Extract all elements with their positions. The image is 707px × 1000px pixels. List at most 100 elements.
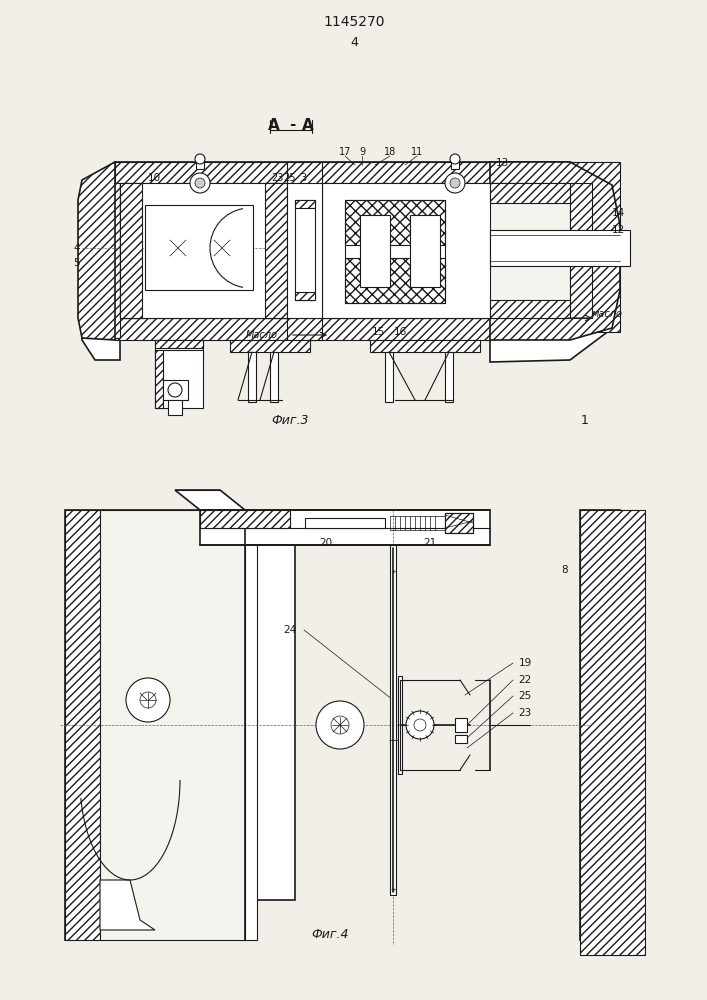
Bar [155, 350, 203, 408]
Bar [265, 183, 287, 318]
Circle shape [126, 678, 170, 722]
Text: 25: 25 [283, 173, 296, 183]
Text: Масло: Масло [246, 330, 278, 340]
Bar [270, 352, 278, 402]
Bar [120, 183, 142, 318]
Bar [287, 183, 322, 318]
Circle shape [406, 711, 434, 739]
Bar [568, 162, 620, 332]
Bar [155, 350, 163, 408]
Text: 25: 25 [518, 691, 532, 701]
Text: -: - [289, 117, 296, 132]
Polygon shape [175, 490, 245, 510]
Circle shape [150, 220, 206, 276]
Bar [455, 735, 467, 743]
Bar [490, 230, 630, 266]
Bar [287, 318, 322, 340]
Bar [230, 340, 310, 352]
Circle shape [190, 173, 210, 193]
Polygon shape [65, 510, 295, 940]
Text: 20: 20 [320, 538, 332, 548]
Bar [287, 162, 322, 184]
Bar [168, 400, 182, 415]
Text: А: А [302, 117, 314, 132]
Text: 5: 5 [74, 258, 81, 268]
Bar [295, 200, 315, 208]
Text: 23: 23 [518, 708, 532, 718]
Text: масло: масло [592, 309, 622, 319]
Polygon shape [580, 510, 645, 955]
Bar [100, 510, 245, 940]
Bar [145, 205, 253, 290]
Bar [295, 200, 315, 300]
Text: 19: 19 [518, 658, 532, 668]
Text: 13: 13 [496, 158, 508, 168]
Bar [410, 215, 440, 287]
Bar [305, 518, 385, 528]
Text: 15: 15 [371, 327, 385, 337]
Circle shape [445, 173, 465, 193]
Text: 11: 11 [411, 147, 423, 157]
Text: 21: 21 [423, 538, 437, 548]
Bar [163, 380, 188, 400]
Bar [390, 545, 396, 895]
Circle shape [195, 154, 205, 164]
Bar [455, 718, 467, 732]
Bar [155, 340, 203, 348]
Text: 4: 4 [74, 243, 81, 253]
Polygon shape [82, 162, 618, 362]
Text: 24: 24 [284, 625, 297, 635]
Text: +: + [390, 569, 396, 575]
Text: 22: 22 [518, 675, 532, 685]
Polygon shape [490, 162, 620, 340]
Text: А: А [268, 117, 280, 132]
Text: 8: 8 [561, 565, 568, 575]
Bar [322, 183, 490, 318]
Polygon shape [200, 510, 490, 545]
Polygon shape [78, 162, 115, 340]
Bar [445, 513, 473, 533]
Text: 1: 1 [581, 414, 589, 426]
Circle shape [316, 701, 364, 749]
Bar [398, 676, 402, 774]
Bar [155, 340, 203, 358]
Text: 14: 14 [612, 208, 624, 218]
Text: —: — [388, 735, 398, 745]
Text: 23: 23 [271, 173, 284, 183]
Text: 12: 12 [612, 225, 624, 235]
Bar [360, 215, 390, 287]
Bar [115, 318, 490, 340]
Circle shape [194, 220, 250, 276]
Bar [445, 513, 473, 533]
Text: 4: 4 [350, 35, 358, 48]
Bar [345, 258, 445, 303]
Bar [385, 352, 393, 402]
Circle shape [450, 178, 460, 188]
Circle shape [195, 178, 205, 188]
Text: 10: 10 [148, 173, 160, 183]
Text: 3: 3 [300, 173, 306, 183]
Bar [570, 183, 592, 318]
Circle shape [450, 154, 460, 164]
Bar [580, 510, 645, 955]
Bar [82, 183, 120, 338]
Bar [200, 510, 290, 528]
Bar [248, 352, 256, 402]
Circle shape [168, 383, 182, 397]
Text: 1145270: 1145270 [323, 15, 385, 29]
Bar [345, 200, 445, 245]
Bar [490, 183, 570, 203]
Text: 16: 16 [393, 327, 407, 337]
Polygon shape [100, 880, 155, 930]
Bar [345, 200, 445, 303]
Bar [120, 183, 570, 318]
Bar [115, 162, 575, 184]
Bar [245, 510, 257, 940]
Bar [65, 510, 100, 940]
Bar [451, 157, 459, 169]
Bar [490, 300, 570, 318]
Text: 18: 18 [384, 147, 396, 157]
Text: +: + [390, 887, 396, 893]
Text: Фиг.4: Фиг.4 [311, 928, 349, 942]
Bar [120, 183, 288, 318]
